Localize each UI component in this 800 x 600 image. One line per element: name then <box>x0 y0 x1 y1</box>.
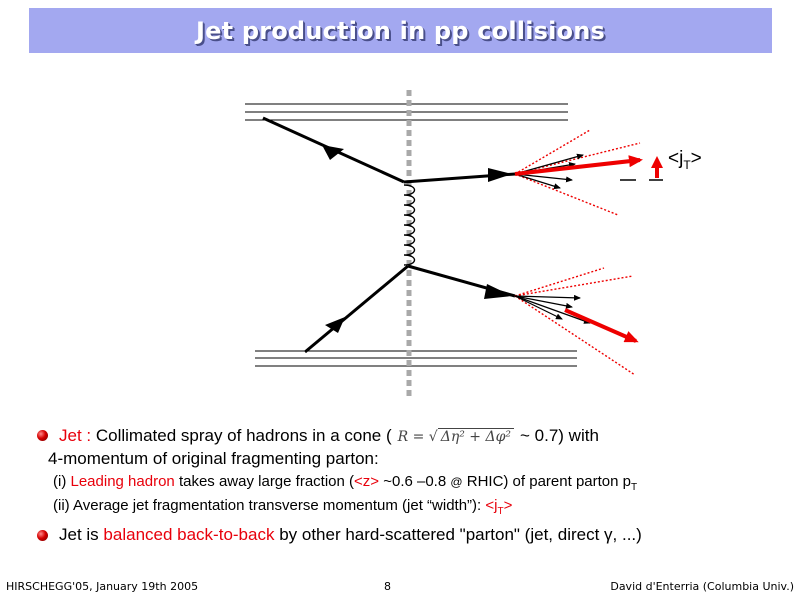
leading-hadron-arrow-top <box>514 155 643 176</box>
footer-page-number: 8 <box>384 580 391 593</box>
jt-diagram-label: <jT> <box>668 148 702 172</box>
jt-indicator <box>620 156 663 181</box>
bullet1-line1: Jet : Collimated spray of hadrons in a c… <box>59 426 599 446</box>
incoming-parton-bottom-arrow <box>325 317 345 333</box>
jet-hadrons-bottom <box>514 294 591 324</box>
outgoing-parton-top-arrow <box>488 168 512 182</box>
slide-title: Jet production in pp collisions <box>195 16 605 45</box>
jet-term: Jet : <box>59 426 92 445</box>
cone-radius-formula: R = √ Δη² + Δφ² <box>392 428 520 445</box>
z-term: <z> <box>354 473 380 490</box>
beam-lines-bottom <box>255 350 577 367</box>
balanced-term: balanced back-to-back <box>103 525 275 544</box>
item-i: (i) Leading hadron takes away large frac… <box>53 473 638 493</box>
outgoing-parton-bottom-arrow <box>484 284 512 299</box>
gluon-exchange <box>403 184 416 266</box>
footer-left: HIRSCHEGG'05, January 19th 2005 <box>6 580 199 593</box>
jet-cone-bottom <box>514 267 636 376</box>
incoming-parton-top-arrow <box>322 145 344 160</box>
item-ii: (ii) Average jet fragmentation transvers… <box>53 497 513 517</box>
jt-term: <jT> <box>485 497 513 517</box>
footer-right: David d'Enterria (Columbia Univ.) <box>610 580 794 593</box>
title-bar: Jet production in pp collisions <box>29 8 772 53</box>
jet-definition: Collimated spray of hadrons in a cone ( <box>95 426 392 445</box>
cone-radius-value: ~ 0.7) with <box>520 426 599 445</box>
incoming-parton-bottom <box>304 264 409 354</box>
leading-hadron-term: Leading hadron <box>70 473 175 490</box>
leading-hadron-arrow-bottom <box>564 308 639 343</box>
bullet2: Jet is balanced back-to-back by other ha… <box>59 525 642 544</box>
bullet-icon <box>37 430 48 441</box>
bullet-icon <box>37 530 48 541</box>
bullet1-line2: 4-momentum of original fragmenting parto… <box>48 449 379 468</box>
